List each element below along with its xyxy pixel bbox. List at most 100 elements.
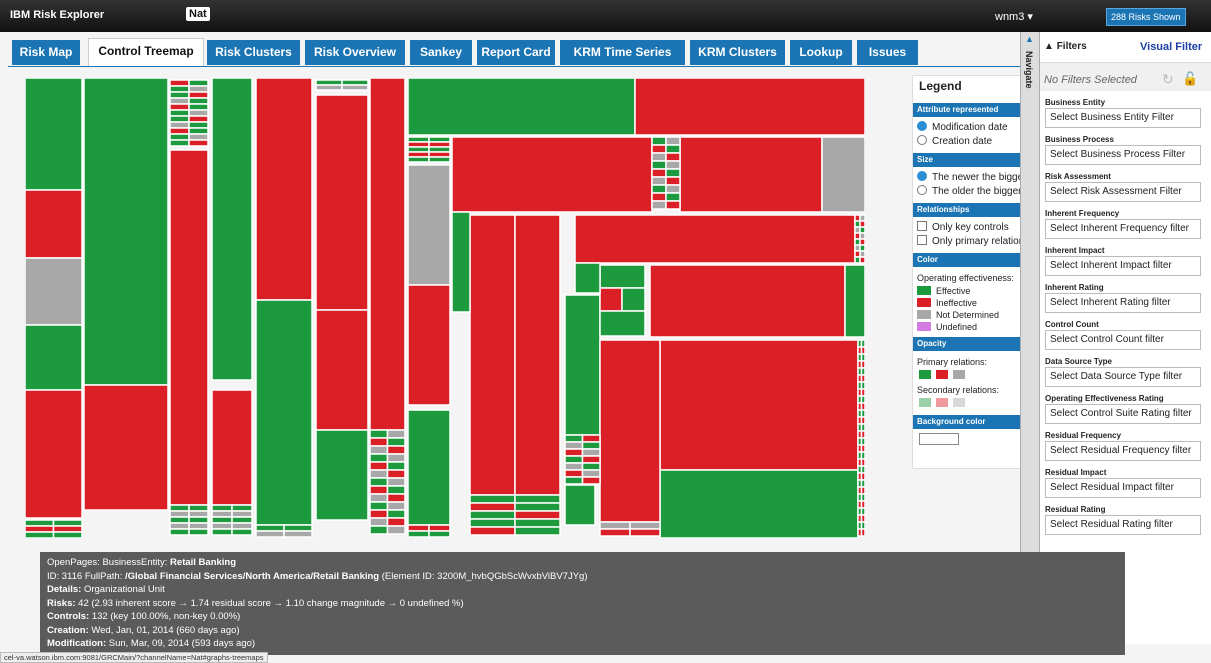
- treemap-cell[interactable]: [231, 516, 253, 524]
- treemap-cell[interactable]: [659, 339, 859, 471]
- treemap-cell[interactable]: [169, 127, 190, 135]
- filter-input[interactable]: Select Inherent Impact filter: [1045, 256, 1201, 276]
- treemap-cell[interactable]: [859, 214, 865, 222]
- treemap-cell[interactable]: [369, 453, 389, 463]
- treemap-cell[interactable]: [188, 139, 209, 147]
- treemap-cell[interactable]: [386, 477, 406, 487]
- treemap-cell[interactable]: [188, 109, 209, 117]
- treemap-cell[interactable]: [231, 504, 253, 512]
- treemap-cell[interactable]: [651, 152, 667, 162]
- treemap-cell[interactable]: [860, 500, 866, 509]
- treemap-cell[interactable]: [188, 91, 209, 99]
- treemap-cell[interactable]: [169, 79, 190, 87]
- treemap-cell[interactable]: [665, 192, 681, 202]
- treemap-cell[interactable]: [651, 184, 667, 194]
- treemap-cell[interactable]: [169, 528, 190, 536]
- treemap-cell[interactable]: [169, 103, 190, 111]
- filter-input[interactable]: Select Residual Impact filter: [1045, 478, 1201, 498]
- treemap-cell[interactable]: [581, 455, 601, 464]
- treemap-cell[interactable]: [599, 310, 646, 337]
- treemap-cell[interactable]: [844, 264, 865, 338]
- filter-input[interactable]: Select Business Process Filter: [1045, 145, 1201, 165]
- treemap-cell[interactable]: [629, 521, 661, 530]
- treemap-cell[interactable]: [169, 522, 190, 530]
- treemap-cell[interactable]: [428, 156, 451, 163]
- treemap-cell[interactable]: [860, 514, 866, 523]
- treemap-cell[interactable]: [469, 502, 516, 512]
- tab[interactable]: KRM Time Series: [560, 40, 685, 65]
- treemap-cell[interactable]: [860, 479, 866, 488]
- treemap-cell[interactable]: [369, 509, 389, 519]
- treemap-cell[interactable]: [407, 524, 430, 532]
- treemap-cell[interactable]: [315, 94, 369, 311]
- treemap-cell[interactable]: [659, 469, 859, 538]
- treemap-cell[interactable]: [211, 389, 253, 506]
- treemap-cell[interactable]: [469, 526, 516, 536]
- treemap-cell[interactable]: [369, 429, 389, 439]
- legend-option[interactable]: The newer the bigger: [913, 171, 1021, 185]
- treemap-cell[interactable]: [211, 510, 233, 518]
- treemap-cell[interactable]: [211, 522, 233, 530]
- legend-option[interactable]: Only key controls: [913, 221, 1021, 235]
- treemap-cell[interactable]: [407, 530, 430, 538]
- treemap-cell[interactable]: [564, 294, 601, 436]
- treemap-cell[interactable]: [255, 78, 313, 301]
- treemap-cell[interactable]: [283, 530, 313, 538]
- tab[interactable]: Report Card: [477, 40, 555, 65]
- treemap-cell[interactable]: [514, 214, 561, 496]
- treemap-cell[interactable]: [341, 84, 369, 91]
- treemap-cell[interactable]: [679, 136, 823, 213]
- treemap-cell[interactable]: [315, 309, 369, 431]
- treemap-cell[interactable]: [255, 299, 313, 526]
- treemap-cell[interactable]: [169, 91, 190, 99]
- treemap-cell[interactable]: [386, 493, 406, 503]
- treemap-cell[interactable]: [188, 528, 209, 536]
- treemap-cell[interactable]: [25, 519, 55, 527]
- treemap-cell[interactable]: [211, 528, 233, 536]
- treemap-cell[interactable]: [315, 429, 369, 521]
- treemap-cell[interactable]: [188, 85, 209, 93]
- filter-input[interactable]: Select Business Entity Filter: [1045, 108, 1201, 128]
- treemap-cell[interactable]: [665, 152, 681, 162]
- tab[interactable]: Risk Clusters: [207, 40, 300, 65]
- treemap-cell[interactable]: [469, 510, 516, 520]
- treemap-cell[interactable]: [386, 461, 406, 471]
- treemap-cell[interactable]: [860, 409, 866, 418]
- treemap-cell[interactable]: [169, 121, 190, 129]
- treemap-cell[interactable]: [255, 524, 285, 532]
- treemap-cell[interactable]: [369, 78, 406, 431]
- treemap-cell[interactable]: [665, 176, 681, 186]
- filter-input[interactable]: Select Residual Rating filter: [1045, 515, 1201, 535]
- treemap-cell[interactable]: [574, 214, 856, 264]
- treemap-cell[interactable]: [651, 144, 667, 154]
- treemap-cell[interactable]: [407, 156, 430, 163]
- treemap-cell[interactable]: [860, 528, 866, 537]
- treemap-cell[interactable]: [169, 109, 190, 117]
- treemap-cell[interactable]: [169, 139, 190, 147]
- treemap-cell[interactable]: [599, 287, 623, 312]
- checkbox[interactable]: [917, 221, 927, 231]
- treemap-cell[interactable]: [369, 477, 389, 487]
- treemap-cell[interactable]: [188, 504, 209, 512]
- treemap-cell[interactable]: [188, 97, 209, 105]
- treemap-cell[interactable]: [860, 465, 866, 474]
- treemap-cell[interactable]: [407, 409, 451, 526]
- filter-input[interactable]: Select Inherent Frequency filter: [1045, 219, 1201, 239]
- treemap-cell[interactable]: [231, 522, 253, 530]
- treemap-cell[interactable]: [860, 402, 866, 411]
- treemap-cell[interactable]: [469, 214, 516, 496]
- treemap-cell[interactable]: [52, 519, 83, 527]
- treemap-cell[interactable]: [581, 476, 601, 485]
- treemap-cell[interactable]: [369, 469, 389, 479]
- legend-option[interactable]: Only primary relation: [913, 235, 1021, 249]
- treemap-cell[interactable]: [581, 441, 601, 450]
- filter-input[interactable]: Select Residual Frequency filter: [1045, 441, 1201, 461]
- treemap-cell[interactable]: [860, 444, 866, 453]
- risks-shown-button[interactable]: 288 Risks Shown: [1106, 8, 1186, 26]
- treemap-cell[interactable]: [860, 367, 866, 376]
- treemap-cell[interactable]: [188, 103, 209, 111]
- treemap-cell[interactable]: [581, 448, 601, 457]
- treemap-cell[interactable]: [407, 284, 451, 406]
- treemap-cell[interactable]: [211, 504, 233, 512]
- treemap-cell[interactable]: [25, 389, 83, 519]
